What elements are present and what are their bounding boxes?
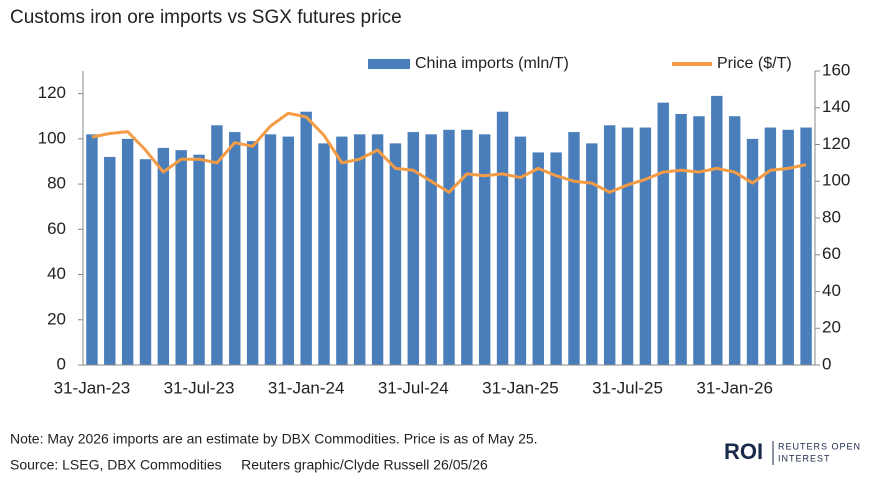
bar: [711, 95, 723, 365]
bar: [389, 143, 402, 365]
y-tick-label: 120: [38, 83, 66, 102]
bar: [478, 134, 491, 365]
bar: [675, 113, 687, 365]
bar: [461, 129, 473, 365]
bar: [318, 143, 330, 365]
bar: [514, 136, 527, 365]
logo-name: REUTERS OPEN: [778, 441, 861, 451]
note: Note: May 2026 imports are an estimate b…: [10, 431, 538, 447]
bar: [532, 152, 544, 365]
bar: [121, 138, 134, 365]
y2-tick-label: 120: [822, 134, 850, 153]
bar: [229, 132, 241, 365]
bar: [746, 138, 759, 365]
y-tick-label: 60: [47, 219, 66, 238]
x-tick-label: 31-Jan-24: [268, 378, 345, 397]
bar: [300, 111, 312, 365]
chart-title: Customs iron ore imports vs SGX futures …: [10, 7, 402, 28]
x-tick-label: 31-Jan-23: [54, 378, 131, 397]
bar: [782, 129, 794, 365]
y2-tick-label: 80: [822, 207, 841, 226]
bar: [354, 134, 366, 365]
bar: [139, 159, 152, 365]
y2-tick-label: 60: [822, 244, 841, 263]
bar: [657, 102, 669, 366]
bar: [371, 134, 384, 365]
bar: [282, 136, 295, 365]
legend-label: Price ($/T): [717, 55, 792, 72]
bar: [443, 129, 455, 365]
bar: [800, 127, 812, 366]
y-tick-label: 0: [57, 354, 66, 373]
bar: [586, 143, 598, 365]
bar: [157, 147, 170, 365]
y2-tick-label: 0: [822, 354, 831, 373]
legend-swatch: [368, 59, 410, 69]
x-tick-label: 31-Jan-26: [696, 378, 773, 397]
bar: [104, 156, 116, 365]
y-tick-label: 20: [47, 309, 66, 328]
y2-tick-label: 140: [822, 97, 850, 116]
bar: [496, 111, 509, 365]
bar: [264, 134, 277, 365]
bar: [693, 116, 705, 365]
source: Source: LSEG, DBX Commodities Reuters gr…: [10, 457, 488, 473]
bar: [550, 152, 562, 365]
bar: [211, 125, 223, 366]
logo-mark: ROI: [724, 439, 763, 464]
bar: [175, 150, 187, 365]
y2-tick-label: 160: [822, 60, 850, 79]
logo-name: INTEREST: [778, 453, 831, 463]
x-tick-label: 31-Jul-25: [592, 378, 663, 397]
y-tick-label: 100: [38, 128, 66, 147]
y-tick-label: 80: [47, 174, 66, 193]
bar: [193, 154, 205, 365]
y-tick-label: 40: [47, 264, 66, 283]
y2-tick-label: 20: [822, 318, 841, 337]
bar: [336, 136, 348, 365]
legend-label: China imports (mln/T): [415, 55, 569, 72]
x-tick-label: 31-Jan-25: [482, 378, 559, 397]
bar: [246, 141, 259, 365]
bar: [568, 132, 580, 365]
bar: [621, 127, 634, 366]
bar: [603, 125, 616, 366]
x-tick-label: 31-Jul-24: [378, 378, 449, 397]
x-tick-label: 31-Jul-23: [164, 378, 235, 397]
bar: [764, 127, 777, 366]
bar: [728, 116, 741, 365]
bar: [425, 134, 437, 365]
y2-tick-label: 100: [822, 171, 850, 190]
price-line: [91, 111, 807, 194]
bar: [639, 127, 652, 366]
y2-tick-label: 40: [822, 281, 841, 300]
bar: [86, 134, 98, 365]
bar: [407, 132, 420, 365]
